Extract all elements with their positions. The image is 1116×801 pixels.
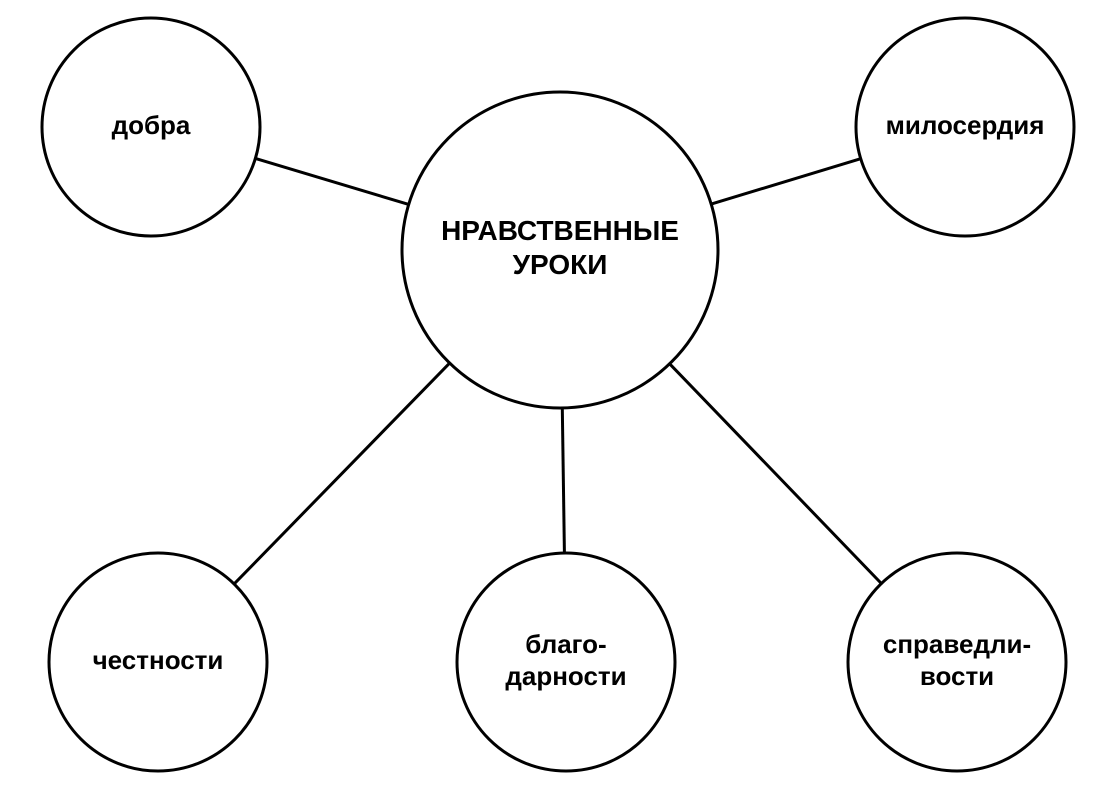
edge-center-miloserdiya <box>711 159 861 204</box>
node-label-chestnosti: честности <box>93 645 224 675</box>
edge-center-dobra <box>255 158 408 204</box>
edge-center-spravedlivosti <box>670 364 882 584</box>
diagram-svg: НРАВСТВЕННЫЕУРОКИ добра милосердия честност… <box>0 0 1116 801</box>
node-blagodarnosti: благо-дарности <box>457 553 675 771</box>
node-miloserdiya: милосердия <box>856 18 1074 236</box>
node-center: НРАВСТВЕННЫЕУРОКИ <box>402 92 718 408</box>
node-dobra: добра <box>42 18 260 236</box>
edge-center-chestnosti <box>234 363 450 584</box>
node-chestnosti: честности <box>49 553 267 771</box>
node-spravedlivosti: справедли-вости <box>848 553 1066 771</box>
node-label-dobra: добра <box>112 110 191 140</box>
node-label-miloserdiya: милосердия <box>886 110 1045 140</box>
mindmap-diagram: НРАВСТВЕННЫЕУРОКИ добра милосердия честност… <box>0 0 1116 801</box>
edge-center-blagodarnosti <box>562 408 564 553</box>
